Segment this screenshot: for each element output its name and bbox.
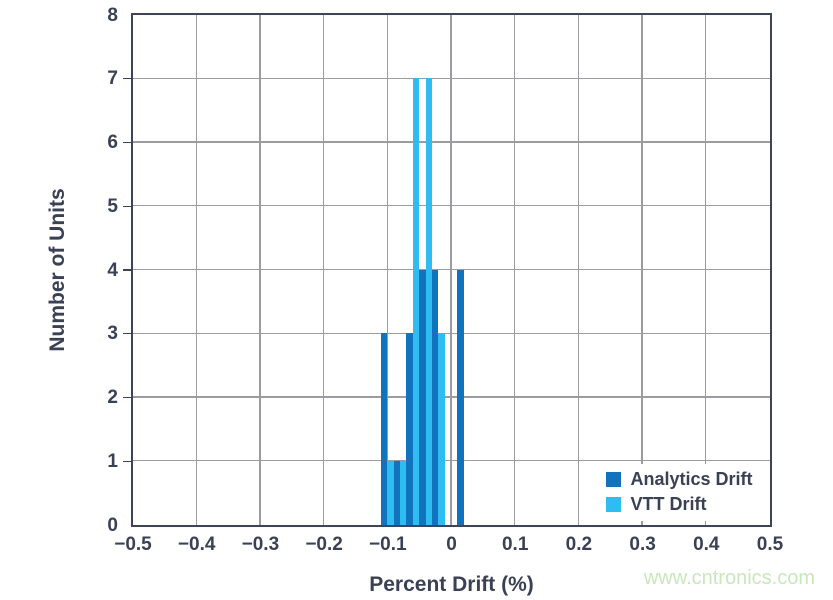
y-tick-label: 2 (107, 387, 118, 408)
histogram-bar-analytics-drift (457, 269, 464, 525)
y-tick-mark (123, 460, 133, 462)
y-tick-label: 6 (107, 132, 118, 153)
y-tick-label: 3 (107, 323, 118, 345)
histogram-bar-analytics-drift (431, 269, 439, 525)
histogram-bar-analytics-drift (419, 269, 426, 525)
y-tick-label: 5 (107, 195, 118, 217)
histogram-bar-vtt-drift (400, 460, 407, 525)
x-tick-label: −0.5 (114, 534, 152, 555)
y-tick-mark (123, 205, 133, 207)
x-tick-label: −0.2 (305, 534, 343, 555)
x-tick-label: 0.3 (629, 534, 656, 555)
y-tick-label: 7 (107, 68, 118, 90)
watermark: www.cntronics.com (643, 567, 815, 589)
x-tick-label: −0.3 (241, 534, 280, 555)
y-tick-label: 0 (107, 514, 118, 536)
y-tick-mark (123, 78, 133, 80)
horizontal-gridline (132, 460, 770, 462)
histogram-bar-vtt-drift (425, 78, 432, 525)
x-axis-title: Percent Drift (%) (369, 573, 534, 596)
legend-item-analytics-drift: Analytics Drift (606, 468, 753, 490)
y-tick-mark (123, 141, 133, 144)
x-tick-label: 0.5 (756, 534, 784, 555)
legend-label-analytics-drift: Analytics Drift (630, 468, 753, 489)
vtt-drift-swatch-icon (606, 496, 622, 512)
x-tick-label: 0.4 (693, 534, 720, 555)
legend-item-vtt-drift: VTT Drift (606, 494, 752, 515)
y-tick-mark (123, 333, 133, 335)
x-tick-label: 0.1 (501, 534, 529, 555)
y-tick-label: 4 (107, 259, 118, 281)
y-tick-label: 1 (107, 450, 118, 472)
histogram-bar-analytics-drift (406, 333, 413, 525)
histogram-bar-vtt-drift (438, 333, 445, 525)
x-tick-label: 0.2 (565, 534, 593, 555)
horizontal-gridline (132, 396, 770, 398)
y-tick-mark (123, 396, 133, 399)
y-tick-label: 8 (107, 4, 118, 26)
horizontal-gridline (132, 268, 770, 271)
histogram-bar-analytics-drift (380, 333, 388, 525)
plot-area: Analytics Drift VTT Drift (130, 12, 772, 527)
horizontal-gridline (132, 141, 770, 143)
horizontal-gridline (132, 332, 770, 334)
histogram-bar-analytics-drift (393, 460, 401, 525)
histogram-bar-vtt-drift (412, 78, 420, 525)
horizontal-gridline (132, 205, 770, 207)
x-tick-label: −0.1 (369, 534, 407, 555)
y-tick-mark (123, 269, 133, 271)
analytics-drift-swatch-icon (606, 471, 622, 487)
x-tick-label: −0.4 (177, 534, 216, 555)
legend-label-vtt-drift: VTT Drift (630, 493, 707, 514)
x-tick-label: 0 (446, 534, 457, 555)
horizontal-gridline (132, 77, 770, 79)
histogram-bar-vtt-drift (387, 460, 394, 525)
legend: Analytics Drift VTT Drift (588, 463, 767, 521)
